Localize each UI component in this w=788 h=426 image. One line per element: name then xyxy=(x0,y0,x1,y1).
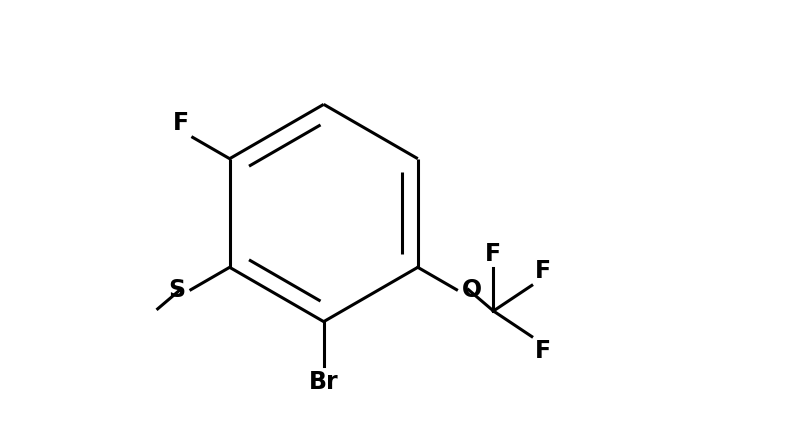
Text: F: F xyxy=(535,259,552,283)
Text: Br: Br xyxy=(309,370,339,394)
Text: F: F xyxy=(485,242,501,266)
Text: O: O xyxy=(462,278,481,302)
Text: S: S xyxy=(169,278,186,302)
Text: F: F xyxy=(535,339,552,363)
Text: F: F xyxy=(173,111,189,135)
